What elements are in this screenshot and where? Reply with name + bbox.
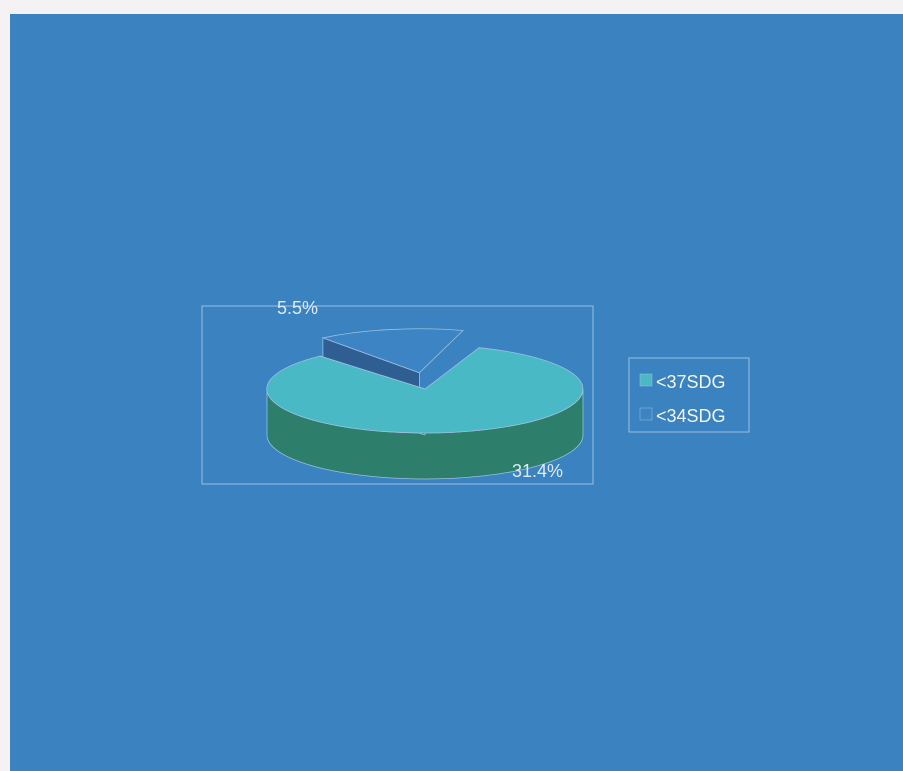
legend-swatch-34sdg xyxy=(639,407,653,421)
pie-chart: 5.5% 31.4% <37SDG <34SDG xyxy=(201,298,750,485)
data-label-34sdg: 5.5% xyxy=(277,298,318,318)
legend-frame xyxy=(628,357,750,433)
legend: <37SDG <34SDG xyxy=(628,357,750,433)
legend-swatch-37sdg xyxy=(639,373,653,387)
plot-area-frame xyxy=(201,305,594,485)
legend-label-34sdg: <34SDG xyxy=(656,406,726,426)
pie-slice-37sdg-top xyxy=(266,347,584,434)
pie-slice-37sdg xyxy=(266,347,584,480)
slide-background: 5.5% 31.4% <37SDG <34SDG xyxy=(10,14,903,771)
legend-label-37sdg: <37SDG xyxy=(656,372,726,392)
pie-slice-34sdg-top xyxy=(321,328,464,374)
data-label-37sdg: 31.4% xyxy=(512,461,563,481)
